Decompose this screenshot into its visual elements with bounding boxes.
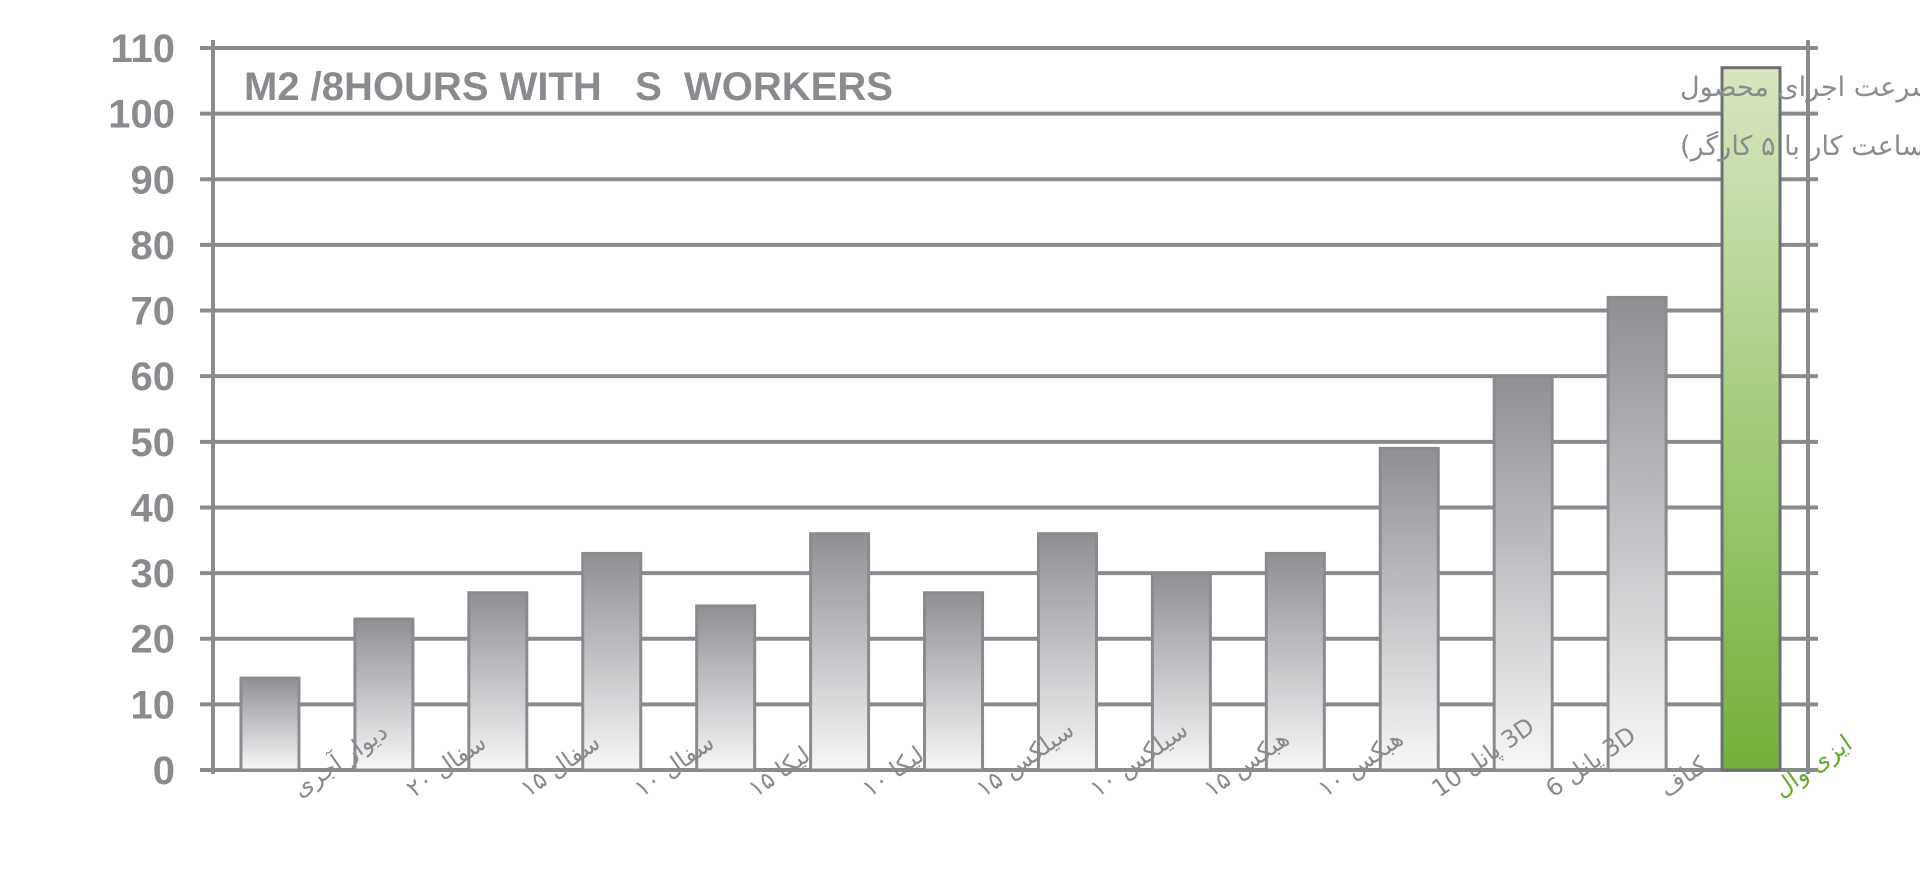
bar-5	[809, 532, 871, 772]
bars	[239, 66, 1782, 772]
y-tick-label: 90	[131, 158, 176, 202]
y-tick-label: 80	[131, 224, 176, 268]
bar-6	[923, 591, 985, 772]
y-tick-label: 70	[131, 290, 176, 334]
chart-title-fa: سرعت اجرای محصول	[1680, 72, 1920, 103]
bar-3	[581, 551, 643, 772]
y-tick-label: 30	[131, 552, 176, 596]
y-tick-label: 50	[131, 421, 176, 465]
bar-4	[695, 604, 757, 772]
bar-11	[1492, 374, 1554, 772]
bar-0	[239, 676, 301, 772]
chart-subtitle-fa: (بر حسب متر مربع در ۸ ساعت کار با ۵ کارگ…	[1680, 130, 1920, 162]
y-tick-label: 10	[131, 683, 176, 727]
bar-10	[1378, 446, 1440, 772]
bar-7	[1036, 532, 1098, 772]
y-tick-label: 110	[110, 27, 175, 71]
bar-13	[1720, 66, 1782, 772]
chart-title: M2 /8HOURS WITH S WORKERS	[244, 65, 893, 109]
bar-12	[1606, 295, 1668, 772]
y-tick-label: 0	[153, 749, 175, 793]
y-tick-label: 60	[131, 355, 176, 399]
bar-9	[1264, 551, 1326, 772]
y-axis-ticks: 0 10 20 30 40 50 60 70 80 90 100 110	[108, 27, 175, 793]
y-tick-label: 20	[131, 618, 176, 662]
y-tick-label: 40	[131, 486, 176, 530]
bar-2	[467, 591, 529, 772]
y-tick-label: 100	[108, 93, 175, 137]
bar-1	[353, 617, 415, 772]
gridlines	[200, 40, 1818, 774]
x-tick-label: ایزی وال	[1768, 729, 1857, 803]
bar-8	[1150, 571, 1212, 772]
